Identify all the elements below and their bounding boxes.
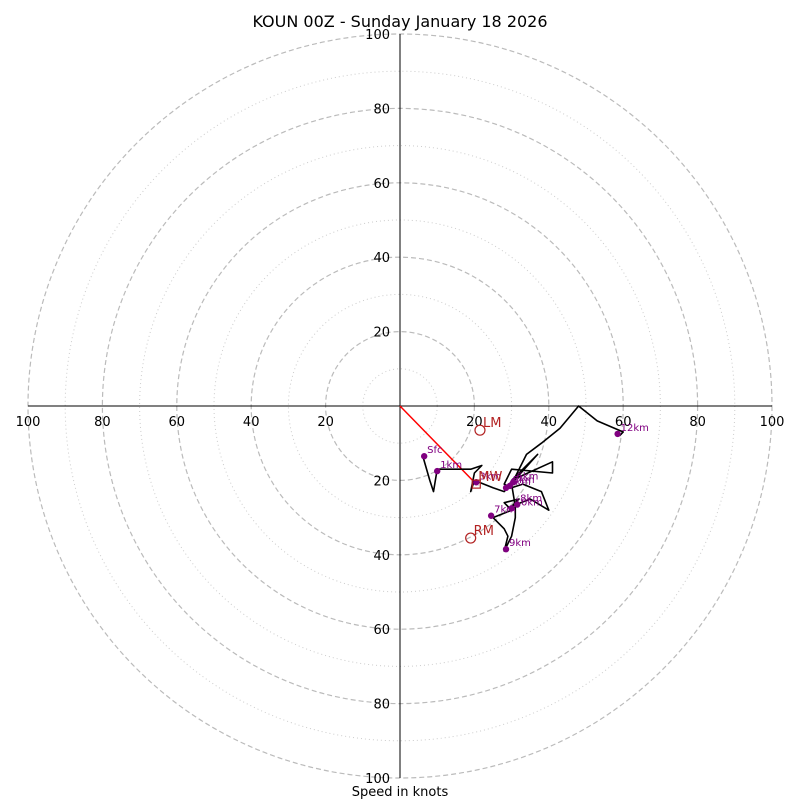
chart-title: KOUN 00Z - Sunday January 18 2026	[252, 12, 547, 31]
tick-label: 60	[373, 623, 390, 638]
height-label: Sfc	[427, 445, 442, 456]
height-point	[513, 501, 521, 508]
tick-label: 80	[373, 698, 390, 713]
height-label: 8km	[520, 494, 542, 505]
tick-label: 60	[169, 415, 186, 430]
height-label: 10km	[515, 497, 543, 508]
tick-label: 40	[373, 549, 390, 564]
height-point	[487, 512, 495, 519]
hodograph-trace	[421, 405, 625, 552]
height-point	[420, 453, 428, 460]
tick-labels: 20 20 20 20 40 40 40 40 60 60 60 60 80 80 80 80 100 100 10…	[16, 28, 785, 787]
shear-vector-group	[399, 405, 477, 485]
shear-vector	[399, 405, 477, 485]
height-point	[508, 505, 515, 512]
hodograph-trace-group	[421, 405, 625, 552]
height-label: 1km	[440, 460, 462, 471]
tick-label: 60	[373, 177, 390, 192]
height-point	[502, 484, 510, 492]
height-label: 4km	[509, 477, 531, 488]
height-label: 5km	[513, 475, 535, 486]
tick-label: 80	[94, 415, 111, 430]
storm-motion-markers: LM RM MW	[465, 416, 502, 544]
storm-motion-label: RM	[474, 524, 494, 539]
x-axis-label: Speed in knots	[352, 785, 449, 800]
tick-label: 20	[373, 474, 390, 489]
tick-label: 40	[243, 415, 260, 430]
storm-motion-marker	[465, 532, 477, 544]
tick-label: 20	[466, 415, 483, 430]
height-label: 12km	[621, 423, 649, 434]
height-label: 7km	[494, 505, 516, 516]
tick-label: 80	[373, 102, 390, 117]
height-point	[434, 467, 441, 475]
height-point	[614, 430, 621, 438]
tick-label: 100	[365, 772, 390, 787]
tick-label: 20	[373, 326, 390, 341]
tick-label: 80	[689, 415, 706, 430]
height-label: 3km	[479, 471, 501, 482]
storm-motion-marker	[474, 424, 486, 436]
height-label: 9km	[509, 538, 531, 549]
tick-label: 40	[541, 415, 558, 430]
tick-label: 100	[365, 28, 390, 43]
height-point	[502, 546, 510, 553]
tick-label: 60	[615, 415, 632, 430]
tick-label: 40	[373, 251, 390, 266]
tick-label: 100	[16, 415, 41, 430]
tick-label: 100	[760, 415, 785, 430]
storm-motion-label: LM	[483, 416, 501, 431]
storm-motion-label: MW	[478, 470, 502, 485]
mean-wind-marker	[471, 479, 481, 489]
tick-label: 20	[317, 415, 334, 430]
height-label: 6km	[516, 471, 538, 482]
